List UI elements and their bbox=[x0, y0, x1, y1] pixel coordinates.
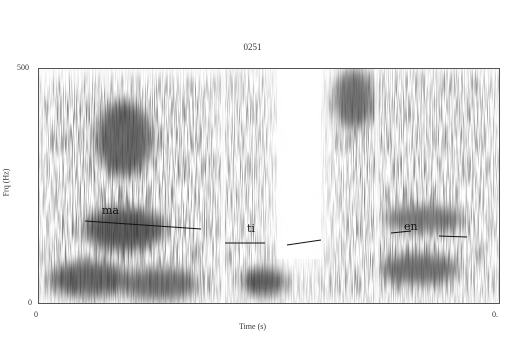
annotation-ti: ti bbox=[247, 222, 255, 235]
spectrogram-panel bbox=[38, 68, 500, 304]
x-tick-max: 0. bbox=[492, 310, 498, 319]
annotation-en: en bbox=[404, 220, 418, 233]
annotation-ma: ma bbox=[102, 204, 119, 217]
y-tick-max: 500 bbox=[17, 63, 29, 72]
y-tick-min: 0 bbox=[28, 298, 32, 307]
spectrogram-image bbox=[39, 69, 499, 303]
x-axis-label: Time (s) bbox=[238, 322, 267, 331]
x-tick-min: 0 bbox=[34, 310, 38, 319]
y-axis-label: Frq (Hz) bbox=[1, 168, 11, 197]
formant-track bbox=[84, 220, 468, 246]
plot-title: 0251 bbox=[243, 42, 262, 52]
